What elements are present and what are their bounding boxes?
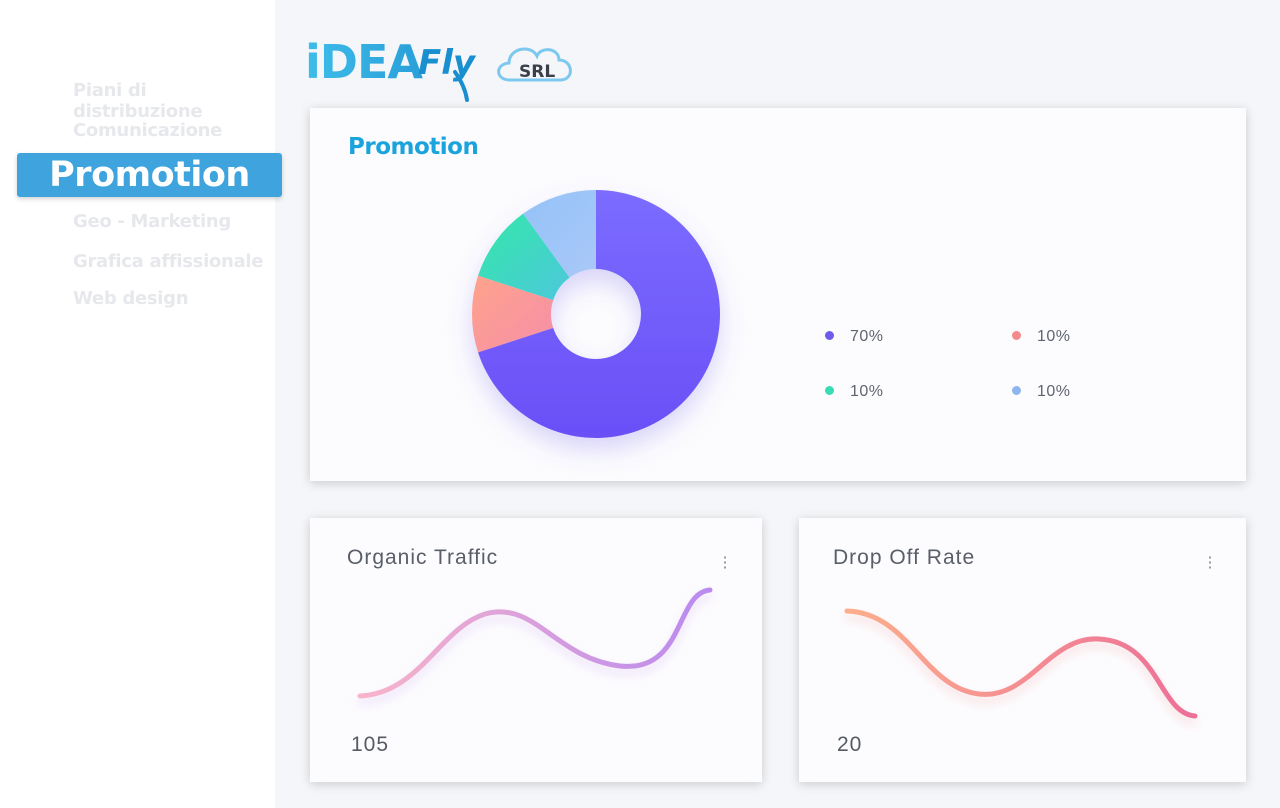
drop-off-rate-value: 20: [837, 733, 863, 756]
legend-item-1: 70%: [825, 328, 884, 346]
sidebar: Piani di distribuzione Comunicazione Pro…: [0, 0, 282, 808]
organic-traffic-value: 105: [351, 733, 390, 756]
organic-traffic-card: Organic Traffic ⋮ 105: [310, 518, 762, 782]
cloud-icon: [497, 47, 572, 82]
donut-slice-red: [472, 275, 554, 353]
promotion-card: Promotion 70% 10% 10% 10%: [310, 108, 1246, 481]
legend-item-3: 10%: [825, 383, 884, 401]
legend-value-3: 10%: [850, 383, 884, 400]
sidebar-item-comunicazione[interactable]: Comunicazione: [73, 120, 223, 141]
organic-traffic-title: Organic Traffic: [347, 546, 499, 569]
sidebar-item-geo-marketing[interactable]: Geo - Marketing: [73, 211, 231, 232]
legend-dot-purple: [825, 331, 834, 341]
legend-dot-blue: [1012, 386, 1021, 396]
sidebar-item-grafica-affissionale[interactable]: Grafica affissionale: [73, 251, 264, 272]
logo-text-fly: Fly: [418, 43, 477, 83]
drop-off-rate-title: Drop Off Rate: [833, 546, 976, 569]
legend-value-1: 70%: [850, 328, 884, 345]
legend-dot-green: [825, 386, 834, 396]
donut-slice-green: [478, 213, 570, 301]
kebab-menu-icon[interactable]: ⋮: [1202, 554, 1218, 571]
brand-logo: iDEA Fly SRL: [305, 28, 580, 108]
sidebar-item-promotion[interactable]: Promotion: [17, 153, 282, 197]
kebab-menu-icon[interactable]: ⋮: [717, 554, 733, 571]
drop-off-rate-sparkline: [844, 608, 1198, 719]
logo-text-srl: SRL: [519, 62, 555, 82]
legend-value-2: 10%: [1037, 328, 1071, 345]
drop-off-rate-card: Drop Off Rate ⋮ 20: [799, 518, 1246, 782]
donut-slice-blue: [523, 190, 596, 278]
promotion-card-title: Promotion: [348, 134, 479, 160]
logo-text-idea: iDEA: [305, 35, 423, 89]
promotion-donut-chart: [472, 190, 720, 439]
donut-slice-purple: [478, 190, 720, 439]
legend-item-2: 10%: [1012, 328, 1071, 346]
legend-dot-red: [1012, 331, 1021, 341]
sidebar-item-web-design[interactable]: Web design: [73, 288, 189, 309]
sidebar-item-piani-di-distribuzione[interactable]: Piani di distribuzione: [73, 80, 203, 122]
legend-value-4: 10%: [1037, 383, 1071, 400]
organic-traffic-sparkline: [357, 587, 713, 699]
legend-item-4: 10%: [1012, 383, 1071, 401]
